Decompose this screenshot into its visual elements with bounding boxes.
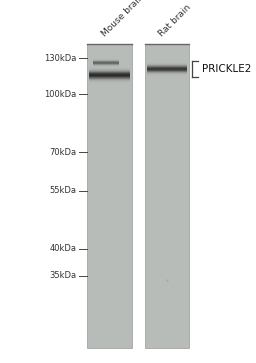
Text: 70kDa: 70kDa bbox=[49, 148, 76, 157]
Text: PRICKLE2: PRICKLE2 bbox=[202, 64, 252, 74]
Text: Rat brain: Rat brain bbox=[157, 3, 193, 38]
Bar bbox=[87, 44, 132, 348]
Text: 40kDa: 40kDa bbox=[49, 244, 76, 253]
Text: 55kDa: 55kDa bbox=[49, 186, 76, 195]
Text: Mouse brain: Mouse brain bbox=[100, 0, 145, 38]
Text: 100kDa: 100kDa bbox=[44, 90, 76, 99]
Bar bbox=[145, 44, 189, 348]
Text: 130kDa: 130kDa bbox=[44, 54, 76, 62]
Text: 35kDa: 35kDa bbox=[49, 272, 76, 280]
